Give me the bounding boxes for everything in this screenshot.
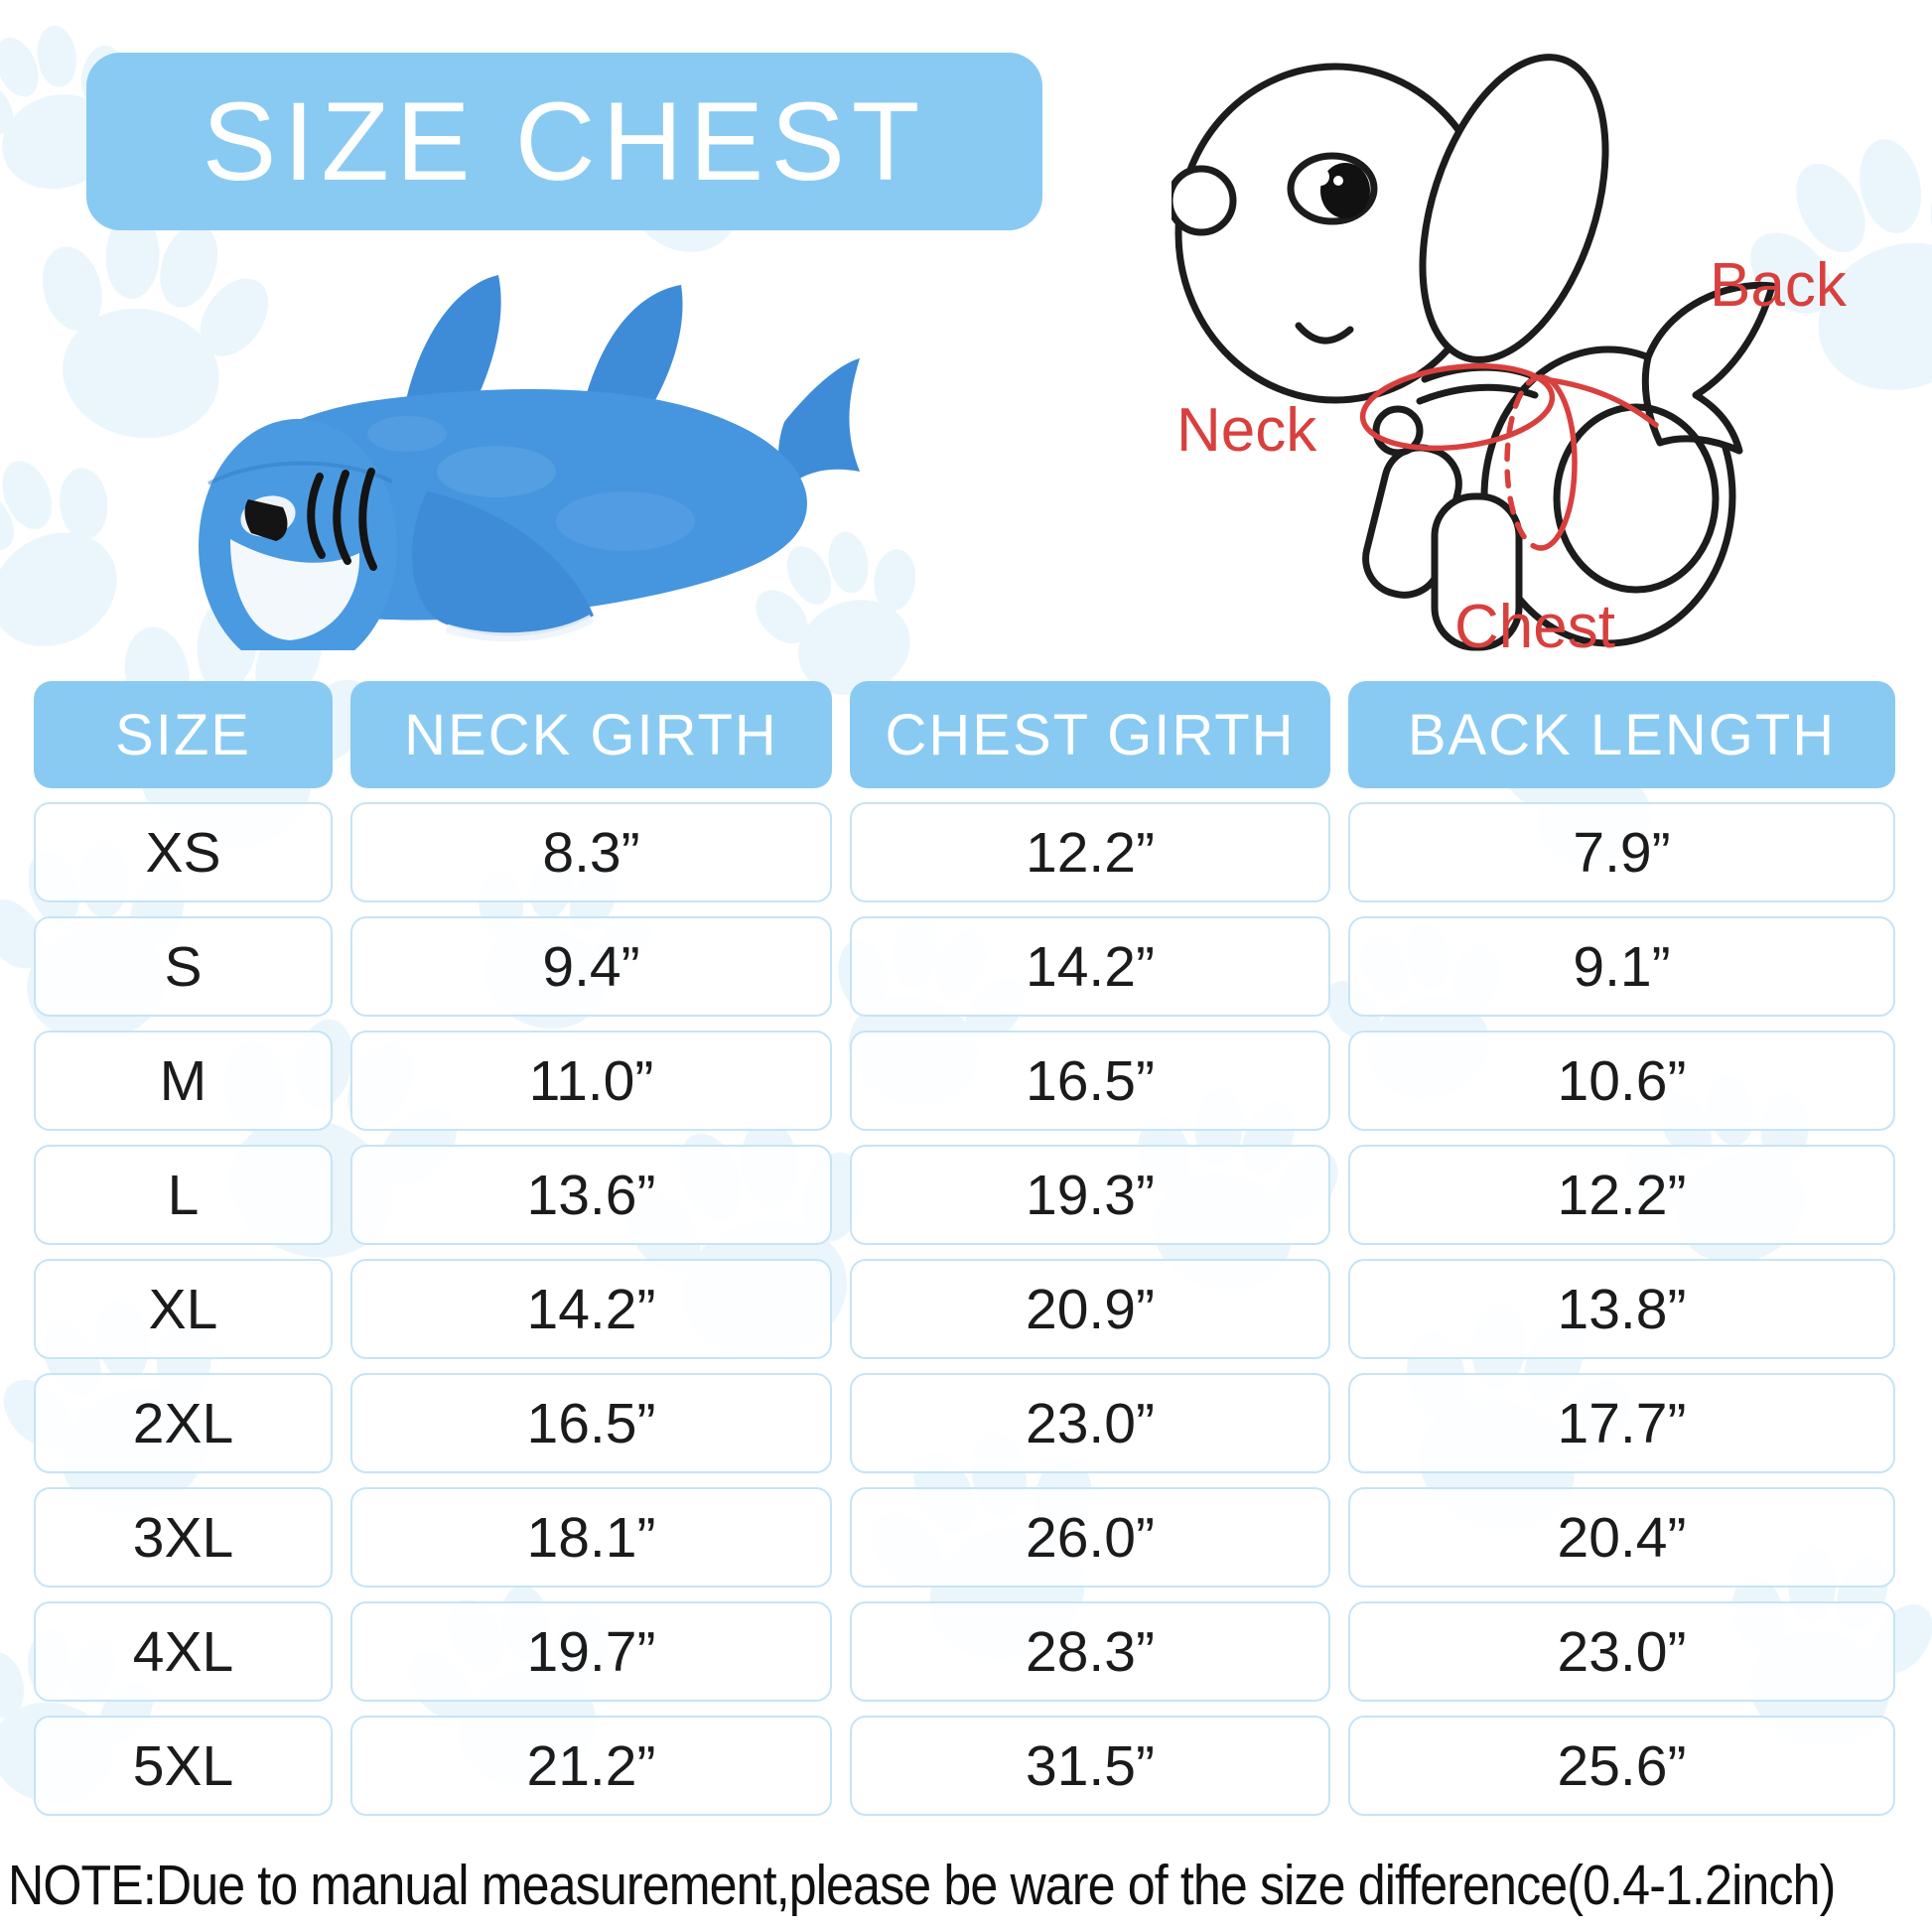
column-header-size: SIZE bbox=[34, 681, 333, 788]
column-header-neck-girth: NECK GIRTH bbox=[350, 681, 832, 788]
cell-5xl-size: 5XL bbox=[34, 1716, 333, 1816]
cell-3xl-neck: 18.1” bbox=[350, 1487, 832, 1587]
title-banner: SIZE CHEST bbox=[86, 53, 1042, 230]
chest-label: Chest bbox=[1454, 593, 1615, 661]
cell-2xl-back: 17.7” bbox=[1348, 1373, 1895, 1473]
size-table: SIZE NECK GIRTH CHEST GIRTH BACK LENGTH … bbox=[34, 681, 1895, 1816]
dog-measurement-diagram bbox=[1172, 54, 1776, 651]
neck-label: Neck bbox=[1176, 396, 1317, 465]
cell-xs-back: 7.9” bbox=[1348, 802, 1895, 902]
cell-2xl-neck: 16.5” bbox=[350, 1373, 832, 1473]
column-header-back-length: BACK LENGTH bbox=[1348, 681, 1895, 788]
cell-4xl-neck: 19.7” bbox=[350, 1601, 832, 1702]
column-header-chest-girth: CHEST GIRTH bbox=[850, 681, 1330, 788]
cell-2xl-chest: 23.0” bbox=[850, 1373, 1330, 1473]
page-title: SIZE CHEST bbox=[202, 79, 927, 204]
cell-s-chest: 14.2” bbox=[850, 916, 1330, 1017]
cell-xs-neck: 8.3” bbox=[350, 802, 832, 902]
cell-5xl-back: 25.6” bbox=[1348, 1716, 1895, 1816]
cell-xl-chest: 20.9” bbox=[850, 1259, 1330, 1359]
cell-m-size: M bbox=[34, 1031, 333, 1131]
cell-s-size: S bbox=[34, 916, 333, 1017]
cell-5xl-neck: 21.2” bbox=[350, 1716, 832, 1816]
cell-xl-back: 13.8” bbox=[1348, 1259, 1895, 1359]
cell-m-back: 10.6” bbox=[1348, 1031, 1895, 1131]
cell-l-back: 12.2” bbox=[1348, 1145, 1895, 1245]
cell-xl-size: XL bbox=[34, 1259, 333, 1359]
cell-m-chest: 16.5” bbox=[850, 1031, 1330, 1131]
cell-s-neck: 9.4” bbox=[350, 916, 832, 1017]
cell-m-neck: 11.0” bbox=[350, 1031, 832, 1131]
cell-l-neck: 13.6” bbox=[350, 1145, 832, 1245]
cell-xs-chest: 12.2” bbox=[850, 802, 1330, 902]
cell-5xl-chest: 31.5” bbox=[850, 1716, 1330, 1816]
cell-4xl-chest: 28.3” bbox=[850, 1601, 1330, 1702]
cell-xl-neck: 14.2” bbox=[350, 1259, 832, 1359]
cell-4xl-back: 23.0” bbox=[1348, 1601, 1895, 1702]
cell-3xl-back: 20.4” bbox=[1348, 1487, 1895, 1587]
cell-3xl-chest: 26.0” bbox=[850, 1487, 1330, 1587]
cell-s-back: 9.1” bbox=[1348, 916, 1895, 1017]
cell-3xl-size: 3XL bbox=[34, 1487, 333, 1587]
cell-l-chest: 19.3” bbox=[850, 1145, 1330, 1245]
cell-xs-size: XS bbox=[34, 802, 333, 902]
cell-l-size: L bbox=[34, 1145, 333, 1245]
note-text: NOTE:Due to manual measurement,please be… bbox=[8, 1854, 1836, 1917]
back-label: Back bbox=[1710, 251, 1847, 320]
cell-2xl-size: 2XL bbox=[34, 1373, 333, 1473]
shark-costume-image bbox=[199, 275, 860, 650]
cell-4xl-size: 4XL bbox=[34, 1601, 333, 1702]
